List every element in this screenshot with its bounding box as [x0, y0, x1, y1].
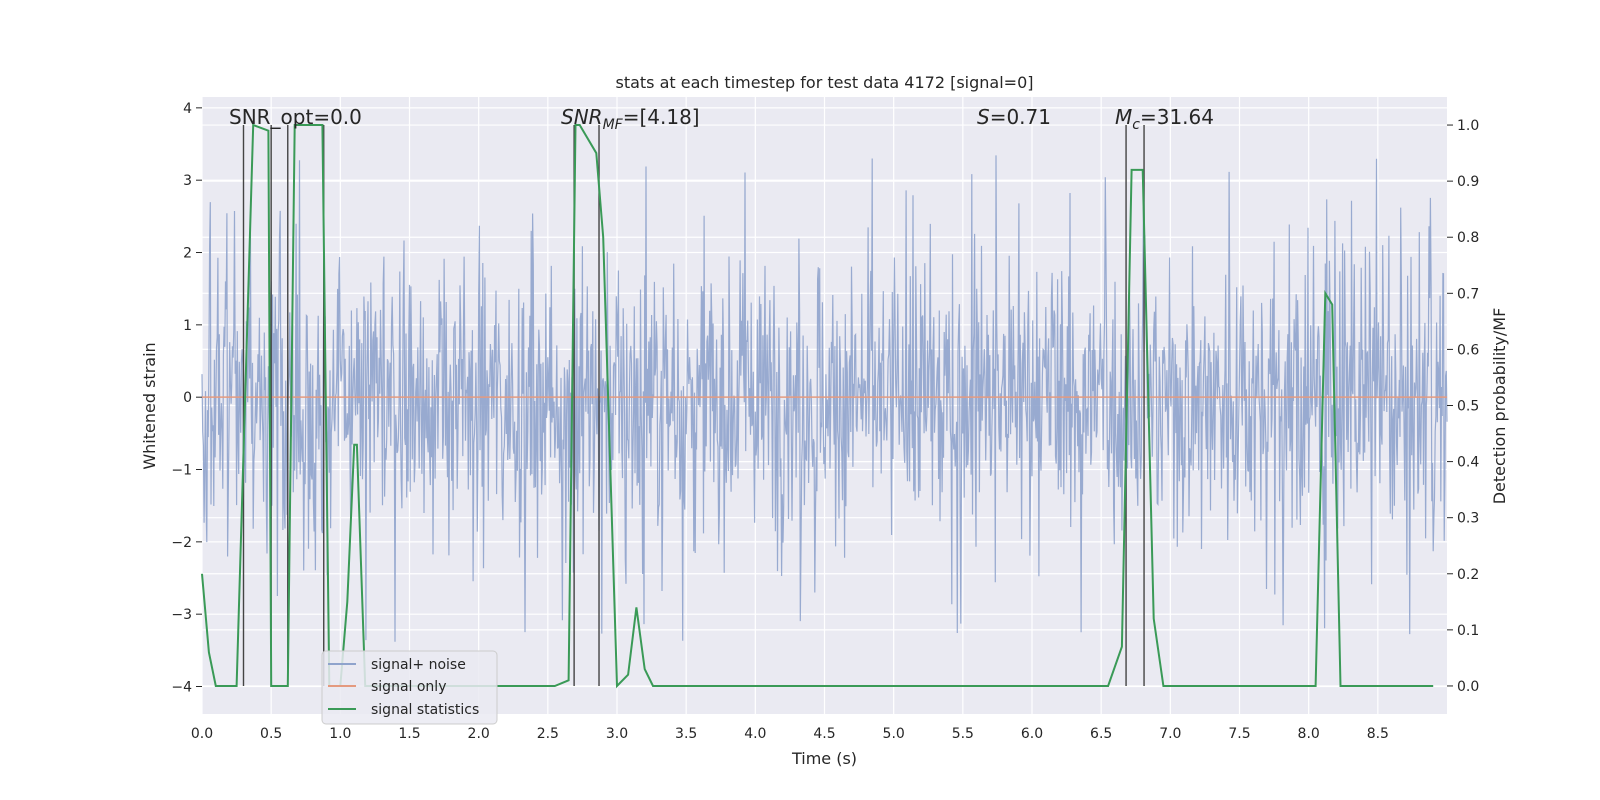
y-tick-label-right: 0.3 — [1457, 511, 1479, 527]
x-tick-label: 8.5 — [1367, 726, 1389, 742]
y-tick-label-right: 0.0 — [1457, 679, 1479, 695]
y-tick-label-left: 2 — [183, 246, 192, 262]
y-tick-label-right: 0.6 — [1457, 342, 1479, 358]
s-value: =0.71 — [990, 105, 1051, 129]
mc-subscript: c — [1132, 117, 1140, 133]
legend-label-noise: signal+ noise — [371, 657, 466, 673]
x-tick-label: 4.5 — [813, 726, 835, 742]
snr-mf-subscript: MF — [603, 117, 624, 133]
mc-value: =31.64 — [1140, 105, 1214, 129]
x-tick-label: 0.0 — [191, 726, 213, 742]
y-tick-label-right: 0.7 — [1457, 286, 1479, 302]
annotation-mc: Mc=31.64 — [1115, 105, 1214, 133]
y-tick-label-left: 3 — [183, 173, 192, 189]
noise-series — [201, 155, 1448, 642]
s-symbol: S — [977, 105, 990, 129]
y-tick-label-left: −3 — [171, 607, 192, 623]
statistics-line — [201, 123, 1434, 689]
signal-statistics-series — [201, 123, 1434, 689]
mc-symbol: M — [1115, 105, 1132, 129]
x-tick-label: 1.0 — [329, 726, 351, 742]
x-tick-label: 3.5 — [675, 726, 697, 742]
x-tick-label: 7.0 — [1159, 726, 1181, 742]
x-tick-label: 7.5 — [1228, 726, 1250, 742]
snr-mf-value: =[4.18] — [623, 105, 700, 129]
y-tick-label-right: 0.8 — [1457, 230, 1479, 246]
x-tick-label: 2.0 — [468, 726, 490, 742]
y-tick-label-left: 1 — [183, 318, 192, 334]
legend-box — [321, 650, 498, 725]
y-tick-label-left: 4 — [183, 101, 192, 117]
y-tick-label-right: 0.1 — [1457, 623, 1479, 639]
y-tick-label-right: 0.9 — [1457, 174, 1479, 190]
ticks: 0.0 0.5 1.0 1.5 2.0 2.5 3.0 3.5 4.0 4.5 5.0 5.5 6.0 6… — [171, 101, 1479, 742]
x-tick-label: 6.0 — [1021, 726, 1043, 742]
y-tick-label-left: −1 — [171, 463, 192, 479]
x-tick-label: 0.5 — [260, 726, 282, 742]
y-axis-label-left: Whitened strain — [140, 342, 159, 469]
y-tick-label-right: 0.4 — [1457, 455, 1479, 471]
x-tick-label: 4.0 — [744, 726, 766, 742]
y-tick-label-left: −4 — [171, 680, 192, 696]
annotation-snr-opt: SNR_opt=0.0 — [229, 105, 362, 129]
legend-label-statistics: signal statistics — [371, 702, 479, 718]
x-tick-label: 2.5 — [537, 726, 559, 742]
annotation-snr-mf: SNRMF=[4.18] — [561, 105, 700, 133]
x-axis-label: Time (s) — [791, 749, 857, 768]
chart-title: stats at each timestep for test data 417… — [615, 73, 1033, 92]
y-tick-label-right: 0.5 — [1457, 399, 1479, 415]
annotation-s: S=0.71 — [977, 105, 1051, 129]
x-tick-label: 1.5 — [398, 726, 420, 742]
x-tick-label: 5.5 — [952, 726, 974, 742]
snr-mf-symbol: SNR — [561, 105, 603, 129]
y-tick-label-left: 0 — [183, 390, 192, 406]
x-tick-label: 3.0 — [606, 726, 628, 742]
y-tick-label-left: −2 — [171, 535, 192, 551]
y-tick-label-right: 0.2 — [1457, 567, 1479, 583]
y-axis-label-right: Detection probability/MF — [1490, 308, 1509, 505]
x-tick-label: 8.0 — [1298, 726, 1320, 742]
noise-line — [201, 155, 1448, 642]
x-tick-label: 5.0 — [883, 726, 905, 742]
grid — [201, 97, 1447, 714]
legend: signal+ noise signal only signal statist… — [321, 650, 498, 725]
legend-label-signal-only: signal only — [371, 679, 446, 695]
x-tick-label: 6.5 — [1090, 726, 1112, 742]
y-tick-label-right: 1.0 — [1457, 118, 1479, 134]
